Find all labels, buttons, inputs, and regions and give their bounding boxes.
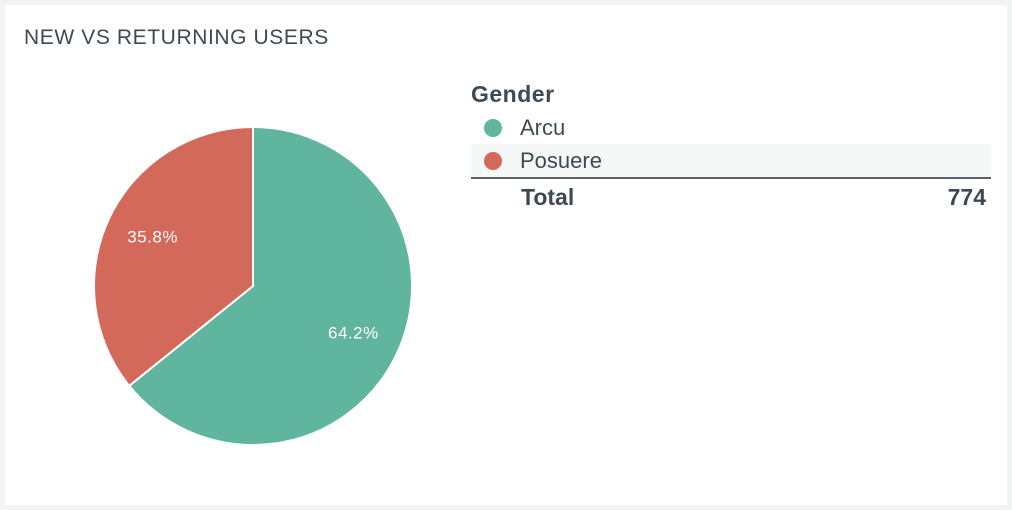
pie-slice-posuere[interactable] <box>93 125 254 388</box>
legend: Gender Arcu Posuere Total 774 <box>471 77 991 215</box>
chart-card: NEW VS RETURNING USERS 64.2% 35.8% Gender… <box>5 5 1007 505</box>
pie-chart: 64.2% 35.8% <box>93 125 413 446</box>
slice-label-posuere: 35.8% <box>127 227 178 246</box>
legend-total-row: Total 774 <box>471 177 991 215</box>
legend-total-label: Total <box>521 183 575 210</box>
slice-label-arcu: 64.2% <box>328 324 379 343</box>
legend-title: Gender <box>471 81 555 107</box>
legend-label-posuere: Posuere <box>520 147 602 173</box>
legend-total-value: 774 <box>947 183 986 210</box>
legend-swatch-posuere <box>484 151 502 170</box>
legend-swatch-arcu <box>484 118 502 137</box>
legend-item-posuere[interactable]: Posuere <box>471 144 991 177</box>
pie-slice-arcu[interactable] <box>127 125 413 446</box>
legend-label-arcu: Arcu <box>520 114 566 140</box>
chart-title: NEW VS RETURNING USERS <box>24 26 329 49</box>
legend-item-arcu[interactable]: Arcu <box>471 111 991 144</box>
